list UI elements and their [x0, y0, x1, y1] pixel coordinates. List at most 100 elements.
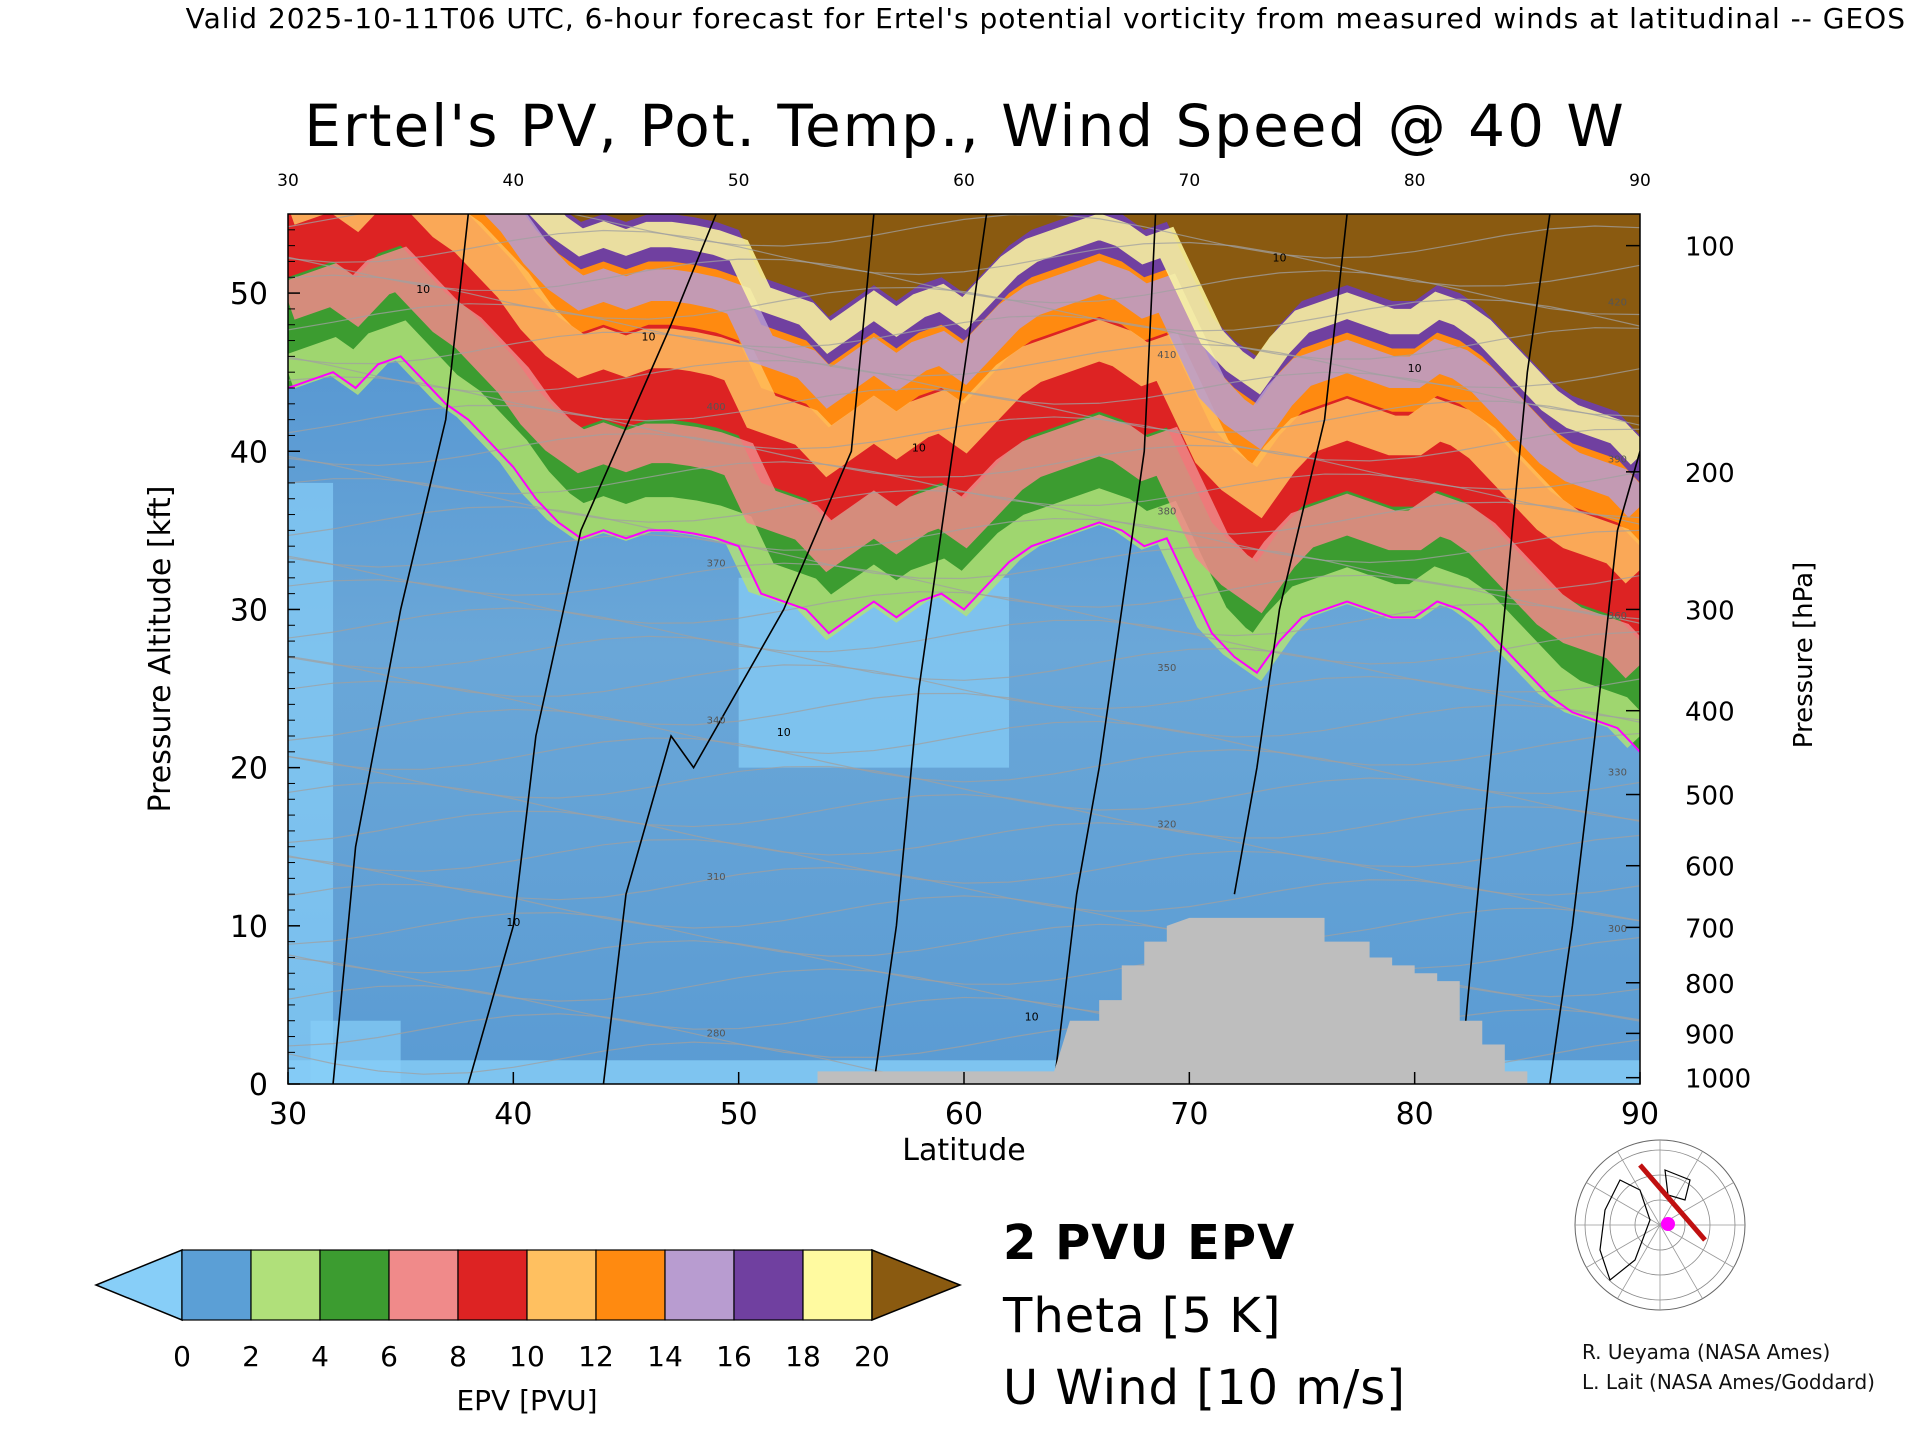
- legend-theta: Theta [5 K]: [1003, 1288, 1282, 1344]
- colorbar-swatch: [250, 1249, 321, 1321]
- pressure-tick-label: 800: [1685, 970, 1735, 1000]
- theta-isoline: [288, 579, 1640, 637]
- map-meridian: [1659, 1224, 1734, 1268]
- colorbar-tick-label: 12: [578, 1340, 614, 1373]
- wind-contour-label: 10: [1025, 1011, 1039, 1024]
- pressure-tick-label: 200: [1685, 459, 1735, 489]
- theta-isoline: [288, 256, 1640, 316]
- colorbar-tick-label: 2: [242, 1340, 260, 1373]
- theta-isoline: [288, 755, 1640, 822]
- wind-contour: [873, 214, 988, 1084]
- colorbar-over-arrow: [871, 1248, 963, 1322]
- y-tick-label: 40: [230, 435, 268, 470]
- top-x-tick-label: 80: [1404, 171, 1426, 191]
- top-x-tick-label: 90: [1629, 171, 1651, 191]
- y-axis-label-left: Pressure Altitude [kft]: [143, 486, 178, 813]
- pressure-tick-label: 1000: [1685, 1065, 1751, 1095]
- colorbar-swatch: [526, 1249, 597, 1321]
- pressure-tick-label: 400: [1685, 698, 1735, 728]
- theta-isoline: [288, 229, 1640, 287]
- wind-contour: [602, 214, 875, 1084]
- theta-label: 380: [1157, 507, 1176, 518]
- pv-transition-band: [288, 246, 1640, 679]
- map-meridian: [1617, 1224, 1661, 1299]
- pressure-tick-label: 600: [1685, 853, 1735, 883]
- legend-wind: U Wind [10 m/s]: [1003, 1360, 1407, 1416]
- theta-isoline: [288, 303, 1640, 360]
- wind-contour: [1458, 214, 1551, 1084]
- x-tick-label: 80: [1396, 1097, 1434, 1132]
- top-x-tick-label: 40: [503, 171, 525, 191]
- theta-isoline: [288, 356, 1640, 417]
- top-x-tick-label: 70: [1179, 171, 1201, 191]
- y-tick-label: 0: [249, 1068, 268, 1103]
- wind-contour-label: 10: [1408, 362, 1422, 375]
- theta-isoline: [288, 911, 1640, 969]
- colorbar-tick-label: 4: [311, 1340, 329, 1373]
- theta-label: 400: [707, 402, 726, 413]
- map-meridian: [1659, 1151, 1703, 1226]
- theta-label: 360: [1608, 611, 1627, 622]
- theta-label: 410: [1157, 350, 1176, 361]
- theta-label: 370: [707, 559, 726, 570]
- colorbar-tick-label: 18: [785, 1340, 821, 1373]
- colorbar-tick-label: 20: [854, 1340, 890, 1373]
- theta-label: 350: [1157, 663, 1176, 674]
- colorbar-label: EPV [PVU]: [456, 1384, 597, 1417]
- top-x-tick-label: 60: [953, 171, 975, 191]
- theta-label: 420: [1608, 298, 1627, 309]
- colorbar-swatch: [733, 1249, 804, 1321]
- wind-contour-label: 10: [416, 283, 430, 296]
- colorbar-tick-label: 8: [449, 1340, 467, 1373]
- pv-layer->20: [569, 214, 1640, 436]
- theta-label: 310: [707, 872, 726, 883]
- x-tick-label: 30: [269, 1097, 307, 1132]
- theta-label: 300: [1608, 924, 1627, 935]
- pv-transition-band: [288, 320, 1640, 748]
- y-axis-label-right: Pressure [hPa]: [1789, 562, 1819, 749]
- header-text: Valid 2025-10-11T06 UTC, 6-hour forecast…: [185, 2, 1906, 35]
- map-meridian: [1659, 1182, 1734, 1226]
- colorbar-swatch: [595, 1249, 666, 1321]
- wind-contour-label: 10: [1272, 251, 1286, 264]
- colorbar-tick-label: 0: [173, 1340, 191, 1373]
- pressure-tick-label: 300: [1685, 596, 1735, 626]
- theta-isoline: [288, 737, 1640, 795]
- theta-isoline: [288, 455, 1640, 519]
- x-tick-label: 90: [1621, 1097, 1659, 1132]
- pv-transition-band: [528, 214, 1640, 465]
- top-x-tick-label: 50: [728, 171, 750, 191]
- y-tick-label: 30: [230, 593, 268, 628]
- theta-isoline: [288, 274, 1640, 332]
- wind-contour-label: 10: [642, 331, 656, 344]
- colorbar-swatch: [457, 1249, 528, 1321]
- theta-isoline: [288, 214, 1640, 259]
- theta-isoline: [288, 810, 1640, 868]
- map-meridian: [1586, 1224, 1661, 1268]
- map-track: [1638, 1163, 1707, 1242]
- map-meridian: [1617, 1151, 1661, 1226]
- theta-isoline: [288, 838, 1640, 896]
- theta-label: 390: [1608, 454, 1627, 465]
- theta-label: 330: [1608, 768, 1627, 779]
- colorbar-swatch: [388, 1249, 459, 1321]
- pv-transition-band: [484, 214, 1640, 518]
- wind-contour: [1233, 214, 1348, 895]
- colorbar-swatch: [664, 1249, 735, 1321]
- wind-contour: [467, 214, 717, 1084]
- colorbar-tick-label: 16: [716, 1340, 752, 1373]
- theta-isoline: [288, 534, 1640, 592]
- colorbar-tick-label: 6: [380, 1340, 398, 1373]
- colorbar-tick-label: 14: [647, 1340, 683, 1373]
- pressure-tick-label: 900: [1685, 1020, 1735, 1050]
- theta-isoline: [288, 607, 1640, 665]
- wind-contour-label: 10: [912, 441, 926, 454]
- pressure-tick-label: 100: [1685, 233, 1735, 263]
- wind-contour-label: 10: [777, 726, 791, 739]
- y-tick-label: 20: [230, 752, 268, 787]
- theta-isoline: [288, 404, 1640, 462]
- credit-line-1: R. Ueyama (NASA Ames): [1582, 1340, 1831, 1364]
- pv-transition-band: [290, 214, 1640, 584]
- x-axis-label: Latitude: [902, 1133, 1025, 1168]
